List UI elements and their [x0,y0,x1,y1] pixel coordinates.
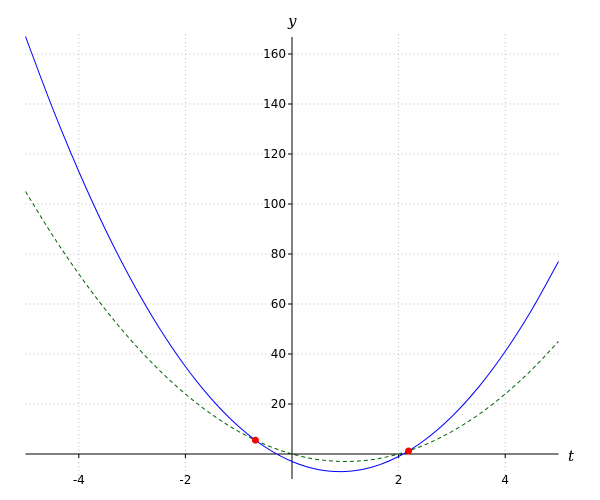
x-tick-label: 4 [501,473,509,487]
y-tick-label: 120 [263,147,286,161]
x-tick-label: -2 [179,473,191,487]
intersection-point [251,436,259,444]
y-tick-label: 100 [263,197,286,211]
y-tick-label: 60 [271,297,286,311]
intersection-point [405,447,413,455]
x-tick-label: -4 [73,473,85,487]
x-tick-label: 2 [395,473,403,487]
x-axis-title: t [568,447,575,465]
y-tick-label: 20 [271,397,286,411]
y-axis-title: y [287,12,297,30]
curve [25,191,559,463]
y-tick-label: 80 [271,247,286,261]
y-tick-label: 140 [263,97,286,111]
y-tick-label: 160 [263,47,286,61]
curve [25,36,559,473]
y-tick-label: 40 [271,347,286,361]
